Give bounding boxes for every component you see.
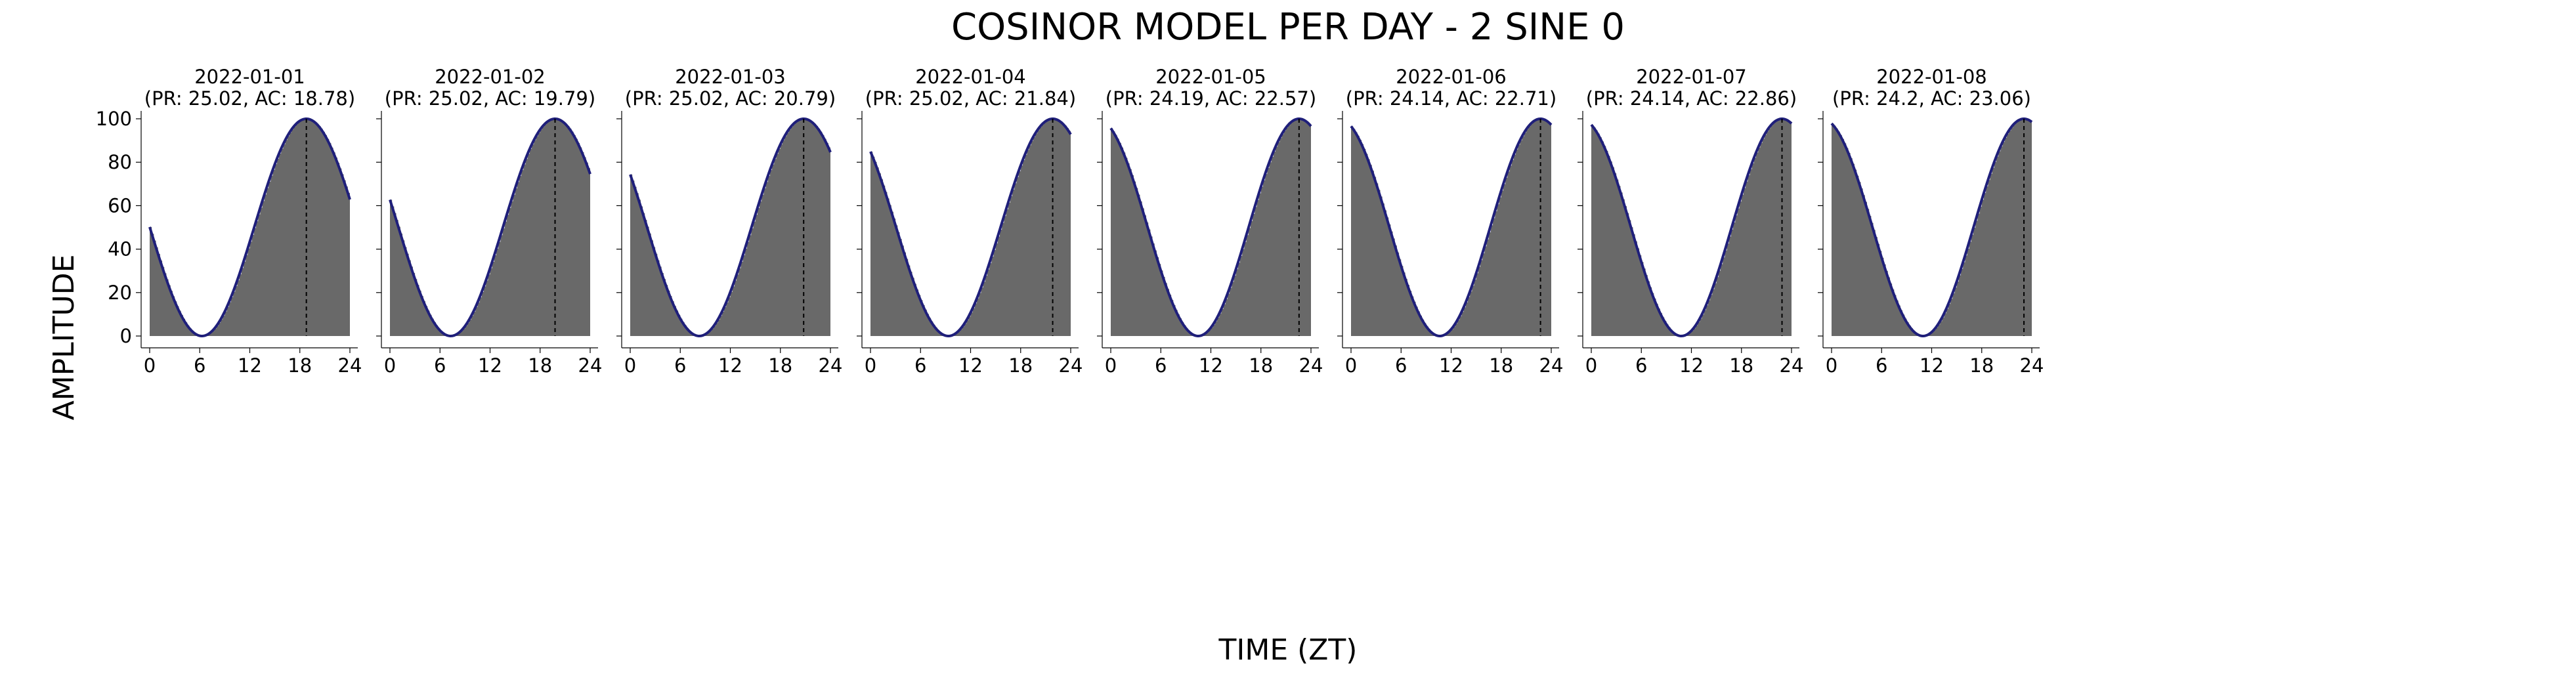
- panel-date-title: 2022-01-05: [1155, 66, 1266, 88]
- y-axis-label: AMPLITUDE: [47, 255, 81, 421]
- panel-date-title: 2022-01-04: [915, 66, 1026, 88]
- activity-area: [1111, 119, 1311, 337]
- panel-2022-01-04: 2022-01-04(PR: 25.02, AC: 21.84) 0 6 12 18 24: [857, 66, 1083, 377]
- cosinor-curve: [1830, 117, 2033, 337]
- x-tick-label: 24: [2020, 354, 2044, 377]
- panel-date-title: 2022-01-03: [675, 66, 786, 88]
- x-tick-label: 12: [1679, 354, 1704, 377]
- panel-date-title: 2022-01-07: [1636, 66, 1747, 88]
- x-tick-label: 24: [1059, 354, 1083, 377]
- panel-params-subtitle: (PR: 25.02, AC: 18.78): [144, 87, 355, 110]
- cosinor-curve: [148, 117, 351, 338]
- y-tick-label: 60: [108, 194, 132, 217]
- panel-params-subtitle: (PR: 24.14, AC: 22.86): [1586, 87, 1797, 110]
- x-tick-label: 18: [1249, 354, 1273, 377]
- x-tick-label: 12: [958, 354, 983, 377]
- activity-area: [390, 119, 590, 336]
- panel-params-subtitle: (PR: 25.02, AC: 20.79): [625, 87, 836, 110]
- x-tick-label: 6: [1395, 354, 1407, 377]
- x-tick-label: 6: [1876, 354, 1887, 377]
- panel-2022-01-06: 2022-01-06(PR: 24.14, AC: 22.71) 0 6 12 18 24: [1337, 66, 1563, 377]
- x-tick-label: 6: [194, 354, 205, 377]
- x-tick-label: 6: [914, 354, 926, 377]
- cosinor-curve: [1350, 117, 1553, 337]
- x-tick-label: 24: [1299, 354, 1323, 377]
- panel-2022-01-05: 2022-01-05(PR: 24.19, AC: 22.57) 0 6 12 18 24: [1097, 66, 1323, 377]
- x-tick-label: 18: [288, 354, 312, 377]
- x-tick-label: 0: [384, 354, 396, 377]
- y-tick-label: 40: [108, 238, 132, 261]
- activity-area: [870, 119, 1071, 336]
- x-tick-label: 24: [1780, 354, 1804, 377]
- figure-title: COSINOR MODEL PER DAY - 2 SINE 0: [951, 6, 1625, 49]
- x-tick-label: 18: [528, 354, 552, 377]
- activity-area: [1591, 119, 1792, 337]
- x-tick-label: 18: [1008, 354, 1033, 377]
- panel-params-subtitle: (PR: 24.2, AC: 23.06): [1832, 87, 2031, 110]
- panel-params-subtitle: (PR: 24.14, AC: 22.71): [1346, 87, 1556, 110]
- x-tick-label: 12: [718, 354, 742, 377]
- panel-2022-01-07: 2022-01-07(PR: 24.14, AC: 22.86) 0 6 12 18 24: [1578, 66, 1803, 377]
- x-tick-label: 6: [434, 354, 446, 377]
- activity-area: [150, 119, 350, 336]
- panel-date-title: 2022-01-06: [1396, 66, 1507, 88]
- cosinor-curve: [629, 117, 832, 338]
- x-tick-label: 0: [624, 354, 636, 377]
- panel-2022-01-03: 2022-01-03(PR: 25.02, AC: 20.79) 0 6 12 18 24: [616, 66, 842, 377]
- y-tick-label: 20: [108, 282, 132, 304]
- x-tick-label: 24: [338, 354, 362, 377]
- panels-group: 2022-01-01(PR: 25.02, AC: 18.78) 0 6 12 18 24…: [96, 66, 2044, 377]
- activity-area: [630, 119, 830, 336]
- panel-2022-01-02: 2022-01-02(PR: 25.02, AC: 19.79) 0 6 12 18 24: [376, 66, 602, 377]
- x-tick-label: 24: [1539, 354, 1564, 377]
- panel-date-title: 2022-01-01: [194, 66, 305, 88]
- panel-params-subtitle: (PR: 24.19, AC: 22.57): [1106, 87, 1316, 110]
- cosinor-curve: [1109, 117, 1312, 338]
- x-tick-label: 12: [478, 354, 502, 377]
- cosinor-curve: [389, 117, 591, 338]
- activity-area: [1351, 119, 1551, 336]
- cosinor-curve: [1590, 117, 1793, 338]
- x-tick-label: 18: [1729, 354, 1753, 377]
- x-tick-label: 0: [144, 354, 156, 377]
- x-tick-label: 6: [1155, 354, 1167, 377]
- x-tick-label: 18: [1969, 354, 1994, 377]
- x-tick-label: 6: [1635, 354, 1647, 377]
- x-axis-label: TIME (ZT): [1218, 633, 1358, 667]
- x-tick-label: 24: [578, 354, 603, 377]
- x-tick-label: 12: [238, 354, 262, 377]
- x-tick-label: 12: [1920, 354, 1944, 377]
- activity-area: [1832, 119, 2032, 336]
- panel-date-title: 2022-01-08: [1876, 66, 1987, 88]
- panel-date-title: 2022-01-02: [435, 66, 546, 88]
- panel-2022-01-08: 2022-01-08(PR: 24.2, AC: 23.06) 0 6 12 18 24: [1818, 66, 2044, 377]
- x-tick-label: 0: [1105, 354, 1117, 377]
- cosinor-curve: [869, 117, 1072, 338]
- x-tick-label: 0: [1826, 354, 1837, 377]
- y-tick-label: 0: [120, 325, 132, 347]
- x-tick-label: 0: [865, 354, 876, 377]
- panel-params-subtitle: (PR: 25.02, AC: 21.84): [865, 87, 1076, 110]
- x-tick-label: 12: [1439, 354, 1463, 377]
- x-tick-label: 12: [1199, 354, 1223, 377]
- panel-params-subtitle: (PR: 25.02, AC: 19.79): [385, 87, 595, 110]
- x-tick-label: 18: [1489, 354, 1513, 377]
- x-tick-label: 0: [1345, 354, 1357, 377]
- y-tick-label: 80: [108, 151, 132, 173]
- y-tick-label: 100: [96, 108, 132, 130]
- x-tick-label: 18: [768, 354, 792, 377]
- x-tick-label: 0: [1585, 354, 1597, 377]
- x-tick-label: 6: [674, 354, 686, 377]
- panel-2022-01-01: 2022-01-01(PR: 25.02, AC: 18.78) 0 6 12 18 24…: [96, 66, 362, 377]
- x-tick-label: 24: [819, 354, 843, 377]
